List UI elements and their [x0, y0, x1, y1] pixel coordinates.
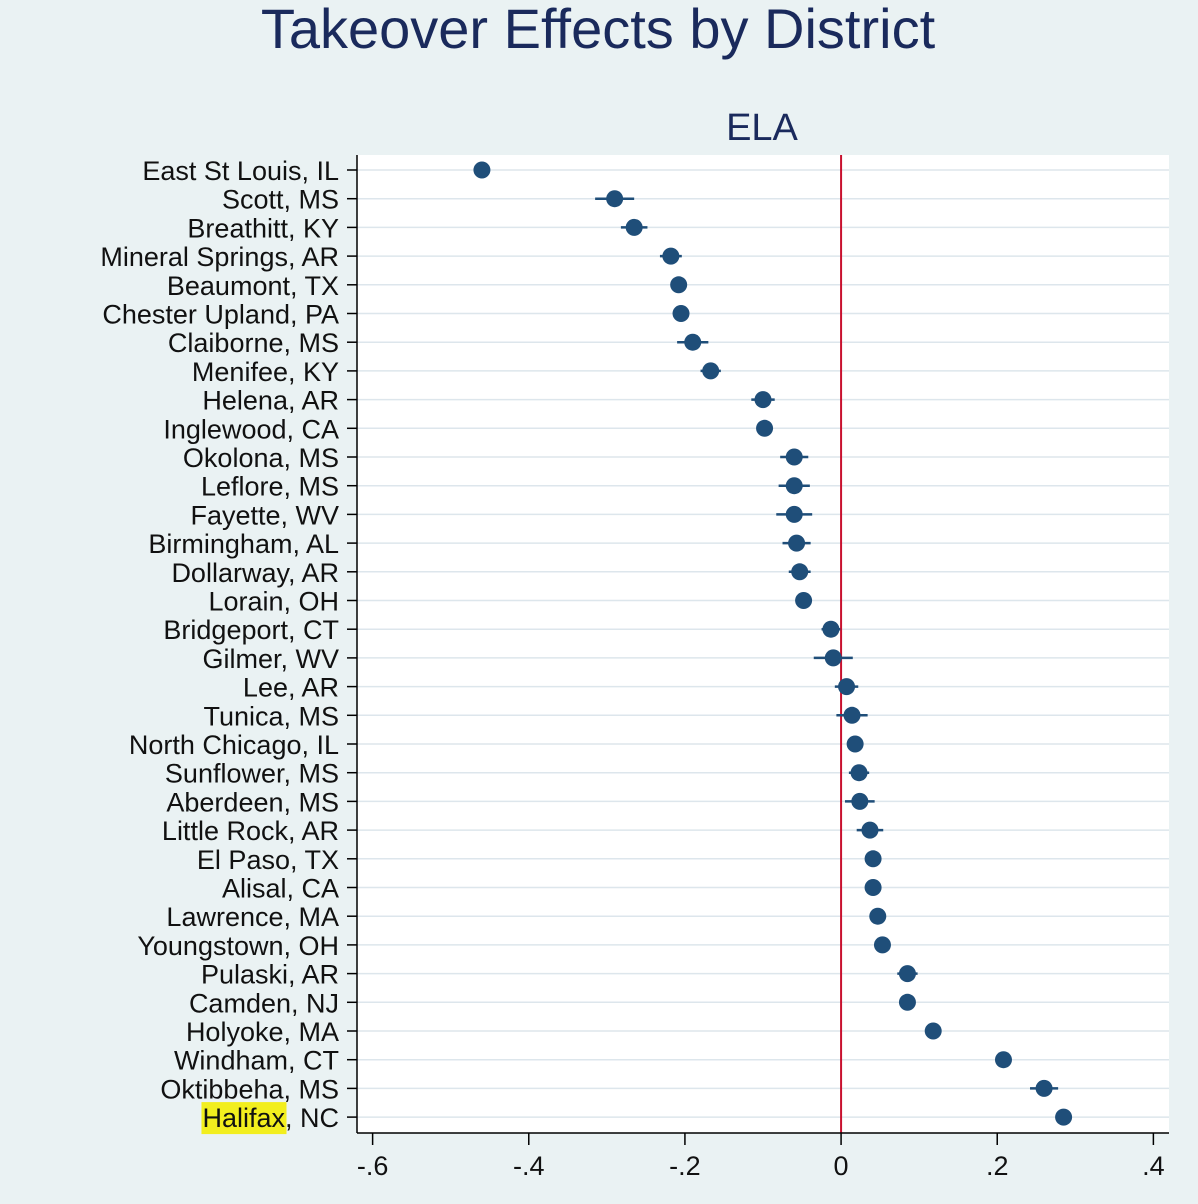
x-tick-label: -.6: [357, 1151, 389, 1181]
data-point: [785, 477, 803, 495]
data-points: [473, 161, 1073, 1126]
category-label: Tunica, MS: [203, 701, 339, 731]
category-label: North Chicago, IL: [129, 730, 339, 760]
highlighted-label-part: Halifax: [202, 1103, 285, 1133]
category-label: Helena, AR: [202, 386, 339, 416]
plot-area: [357, 155, 1169, 1133]
data-point: [846, 735, 864, 753]
category-label: Mineral Springs, AR: [100, 242, 339, 272]
category-label: Birmingham, AL: [148, 529, 339, 559]
category-label: Lorain, OH: [208, 587, 339, 617]
category-label: Scott, MS: [222, 185, 339, 215]
data-point: [625, 218, 643, 236]
data-point: [994, 1051, 1012, 1069]
label-rest: , NC: [285, 1103, 339, 1133]
data-point: [1035, 1079, 1053, 1097]
category-label: Okolona, MS: [183, 443, 339, 473]
data-point: [788, 534, 806, 552]
category-label: Halifax, NC: [202, 1103, 339, 1133]
data-point: [898, 965, 916, 983]
category-label: Inglewood, CA: [163, 414, 339, 444]
x-tick-labels: -.6 -.4 -.2 0 .2 .4: [357, 1151, 1165, 1181]
category-label: Aberdeen, MS: [166, 787, 339, 817]
data-point: [606, 190, 624, 208]
category-label: Beaumont, TX: [167, 271, 339, 301]
data-point: [850, 764, 868, 782]
category-label: El Paso, TX: [197, 845, 339, 875]
data-point: [873, 936, 891, 954]
x-tick-label: -.2: [669, 1151, 701, 1181]
category-label: Camden, NJ: [189, 988, 339, 1018]
chart-title: Takeover Effects by District: [261, 0, 936, 60]
data-point: [684, 333, 702, 351]
data-point: [756, 419, 774, 437]
category-label: East St Louis, IL: [142, 156, 339, 186]
category-label: Holyoke, MA: [186, 1017, 339, 1047]
data-point: [785, 448, 803, 466]
data-point: [670, 276, 688, 294]
data-point: [672, 305, 690, 322]
category-label: Bridgeport, CT: [163, 615, 339, 645]
x-tick-label: .2: [986, 1151, 1009, 1181]
data-point: [702, 362, 720, 380]
category-label: Alisal, CA: [222, 874, 339, 904]
data-point: [791, 563, 809, 581]
label-highlight: [201, 1102, 287, 1135]
data-point: [473, 161, 491, 179]
category-label: Claiborne, MS: [168, 328, 339, 358]
grid-lines: [357, 169, 1169, 1118]
category-label: Oktibbeha, MS: [160, 1074, 339, 1104]
category-label: Breathitt, KY: [187, 213, 339, 243]
data-point: [869, 907, 887, 925]
category-label: Fayette, WV: [190, 500, 339, 530]
data-point: [898, 993, 916, 1011]
category-label: Pulaski, AR: [201, 960, 339, 990]
category-label: Leflore, MS: [201, 472, 339, 502]
category-label: Little Rock, AR: [162, 816, 339, 846]
x-tick-label: 0: [834, 1151, 849, 1181]
category-label: Menifee, KY: [192, 357, 339, 387]
category-label: Sunflower, MS: [165, 759, 339, 789]
data-point: [924, 1022, 942, 1040]
data-point: [822, 620, 840, 638]
data-point: [861, 821, 879, 839]
data-point: [785, 505, 803, 523]
data-point: [864, 850, 882, 868]
panel-title: ELA: [726, 107, 798, 149]
category-label: Gilmer, WV: [202, 644, 339, 674]
category-label: Chester Upland, PA: [102, 300, 339, 330]
x-tick-label: -.4: [513, 1151, 545, 1181]
category-label: Youngstown, OH: [137, 931, 339, 961]
data-point: [851, 792, 869, 810]
category-label: Lee, AR: [243, 673, 339, 703]
category-label: Windham, CT: [174, 1046, 339, 1076]
axes: [347, 155, 1169, 1145]
data-point: [662, 247, 680, 265]
data-point: [824, 649, 842, 667]
data-point: [843, 706, 861, 724]
data-point: [864, 879, 882, 896]
data-point: [838, 678, 856, 696]
data-point: [795, 592, 813, 609]
data-point: [1055, 1108, 1073, 1126]
data-point: [754, 391, 772, 409]
category-label: Lawrence, MA: [166, 902, 339, 932]
x-tick-label: .4: [1142, 1151, 1165, 1181]
category-label: Dollarway, AR: [171, 558, 339, 588]
